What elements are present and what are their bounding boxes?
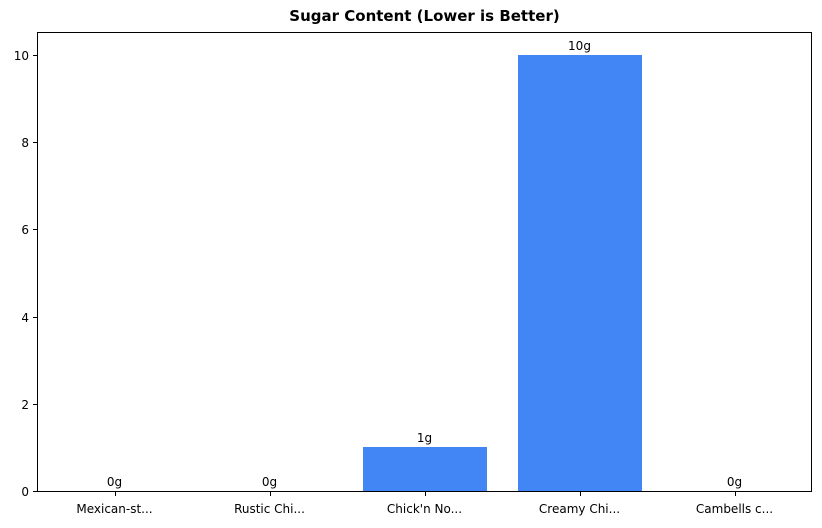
x-tick-mark-4 (734, 492, 736, 496)
bar-2 (362, 447, 487, 491)
y-tick-mark-3 (33, 229, 37, 231)
x-axis-tick-label-0: Mexican-st... (76, 502, 153, 516)
bar-value-label-0: 0g (106, 475, 123, 489)
y-tick-mark-4 (33, 142, 37, 144)
y-axis-tick-label-4: 8 (21, 136, 29, 151)
x-axis-tick-label-3: Creamy Chi... (538, 502, 621, 516)
bar-value-label-3: 10g (568, 38, 591, 53)
y-axis-tick-label-1: 2 (21, 397, 29, 412)
y-tick-mark-1 (33, 403, 37, 405)
y-axis-tick-label-2: 4 (21, 310, 29, 325)
x-tick-mark-1 (269, 492, 271, 496)
x-tick-mark-0 (114, 492, 116, 496)
y-axis-tick-label-0: 0 (21, 485, 29, 499)
x-tick-mark-3 (579, 492, 581, 496)
x-axis-tick-label-2: Chick'n No... (386, 502, 463, 516)
x-axis-tick-label-1: Rustic Chi... (234, 502, 305, 516)
bar-3 (517, 54, 642, 491)
y-axis-tick-label-5: 10 (13, 48, 29, 63)
y-tick-mark-2 (33, 316, 37, 318)
y-axis-tick-label-3: 6 (21, 223, 29, 238)
x-tick-mark-2 (424, 492, 426, 496)
y-tick-mark-5 (33, 54, 37, 56)
bar-value-label-2: 1g (416, 431, 433, 446)
y-tick-mark-0 (33, 491, 37, 492)
chart-title: Sugar Content (Lower is Better) (289, 7, 560, 25)
plot-area: 0g 0g 1g 10g 0g (37, 32, 812, 492)
bar-value-label-1: 0g (261, 475, 278, 489)
bar-value-label-4: 0g (726, 475, 743, 489)
x-axis-tick-label-4: Cambells c... (695, 502, 774, 516)
